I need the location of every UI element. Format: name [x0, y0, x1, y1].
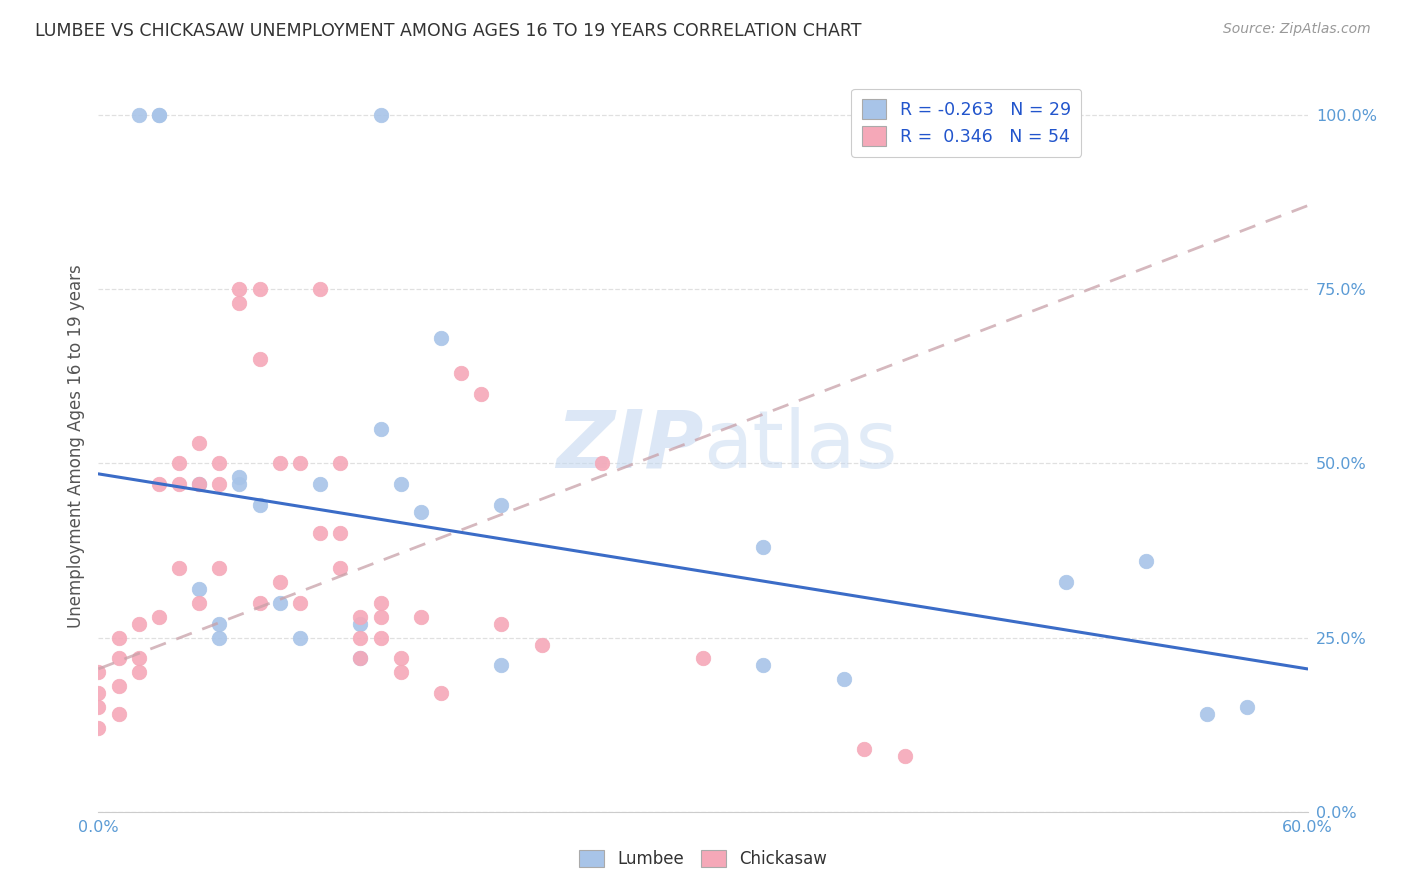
Text: Source: ZipAtlas.com: Source: ZipAtlas.com — [1223, 22, 1371, 37]
Point — [188, 582, 211, 596]
Point — [1236, 700, 1258, 714]
Point — [349, 609, 371, 624]
Point — [208, 616, 231, 631]
Point — [128, 616, 150, 631]
Point — [148, 108, 170, 122]
Point — [87, 700, 110, 714]
Point — [752, 658, 775, 673]
Point — [470, 386, 492, 401]
Point — [752, 540, 775, 554]
Point — [107, 651, 129, 665]
Point — [370, 108, 392, 122]
Point — [309, 282, 332, 296]
Text: atlas: atlas — [703, 407, 897, 485]
Point — [1135, 554, 1157, 568]
Point — [249, 498, 271, 512]
Point — [491, 498, 513, 512]
Point — [329, 457, 352, 471]
Point — [349, 651, 371, 665]
Point — [450, 366, 472, 380]
Point — [128, 108, 150, 122]
Point — [692, 651, 714, 665]
Point — [228, 477, 250, 491]
Point — [128, 665, 150, 680]
Point — [1054, 574, 1077, 589]
Point — [228, 296, 250, 310]
Point — [309, 477, 332, 491]
Point — [208, 477, 231, 491]
Point — [288, 596, 311, 610]
Point — [167, 457, 190, 471]
Point — [167, 561, 190, 575]
Point — [349, 651, 371, 665]
Point — [188, 477, 211, 491]
Point — [491, 616, 513, 631]
Point — [107, 631, 129, 645]
Point — [228, 470, 250, 484]
Point — [349, 616, 371, 631]
Point — [389, 651, 412, 665]
Point — [288, 457, 311, 471]
Point — [853, 742, 876, 756]
Point — [430, 331, 453, 345]
Point — [208, 457, 231, 471]
Point — [409, 609, 432, 624]
Point — [188, 435, 211, 450]
Point — [389, 477, 412, 491]
Point — [107, 679, 129, 693]
Point — [148, 477, 170, 491]
Point — [370, 631, 392, 645]
Point — [148, 609, 170, 624]
Point — [370, 421, 392, 435]
Point — [329, 561, 352, 575]
Point — [370, 609, 392, 624]
Point — [288, 631, 311, 645]
Point — [349, 631, 371, 645]
Point — [491, 658, 513, 673]
Point — [87, 721, 110, 735]
Point — [269, 596, 291, 610]
Point — [430, 686, 453, 700]
Point — [87, 686, 110, 700]
Point — [370, 596, 392, 610]
Text: ZIP: ZIP — [555, 407, 703, 485]
Point — [1195, 707, 1218, 722]
Point — [591, 457, 613, 471]
Point — [389, 665, 412, 680]
Point — [249, 351, 271, 366]
Point — [128, 651, 150, 665]
Point — [269, 574, 291, 589]
Point — [208, 561, 231, 575]
Point — [208, 631, 231, 645]
Legend: R = -0.263   N = 29, R =  0.346   N = 54: R = -0.263 N = 29, R = 0.346 N = 54 — [851, 89, 1081, 157]
Point — [329, 526, 352, 541]
Point — [249, 596, 271, 610]
Point — [167, 477, 190, 491]
Point — [148, 108, 170, 122]
Point — [249, 282, 271, 296]
Y-axis label: Unemployment Among Ages 16 to 19 years: Unemployment Among Ages 16 to 19 years — [66, 264, 84, 628]
Text: LUMBEE VS CHICKASAW UNEMPLOYMENT AMONG AGES 16 TO 19 YEARS CORRELATION CHART: LUMBEE VS CHICKASAW UNEMPLOYMENT AMONG A… — [35, 22, 862, 40]
Legend: Lumbee, Chickasaw: Lumbee, Chickasaw — [572, 843, 834, 875]
Point — [188, 596, 211, 610]
Point — [409, 505, 432, 519]
Point — [228, 282, 250, 296]
Point — [530, 638, 553, 652]
Point — [87, 665, 110, 680]
Point — [107, 707, 129, 722]
Point — [832, 673, 855, 687]
Point — [269, 457, 291, 471]
Point — [893, 749, 915, 764]
Point — [309, 526, 332, 541]
Point — [188, 477, 211, 491]
